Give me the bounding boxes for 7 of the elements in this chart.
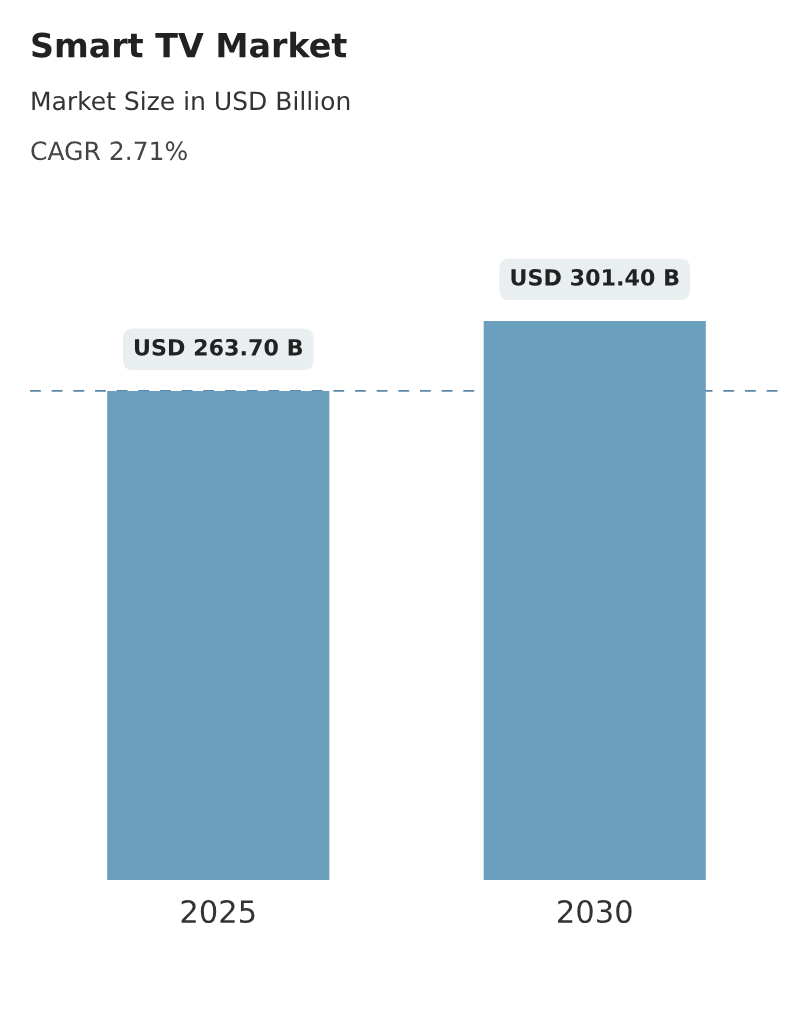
data-label: USD 301.40 B (511, 268, 679, 286)
x-tick-label: 2030 (558, 899, 632, 924)
chart-subtitle: Market Size in USD Billion (32, 90, 350, 111)
text: CAGR 2.71% (31, 141, 187, 161)
chart-title: Smart TV Market (32, 31, 347, 58)
x-tick-label: 2025 (181, 899, 255, 924)
data-label: USD 263.70 B (134, 338, 303, 356)
